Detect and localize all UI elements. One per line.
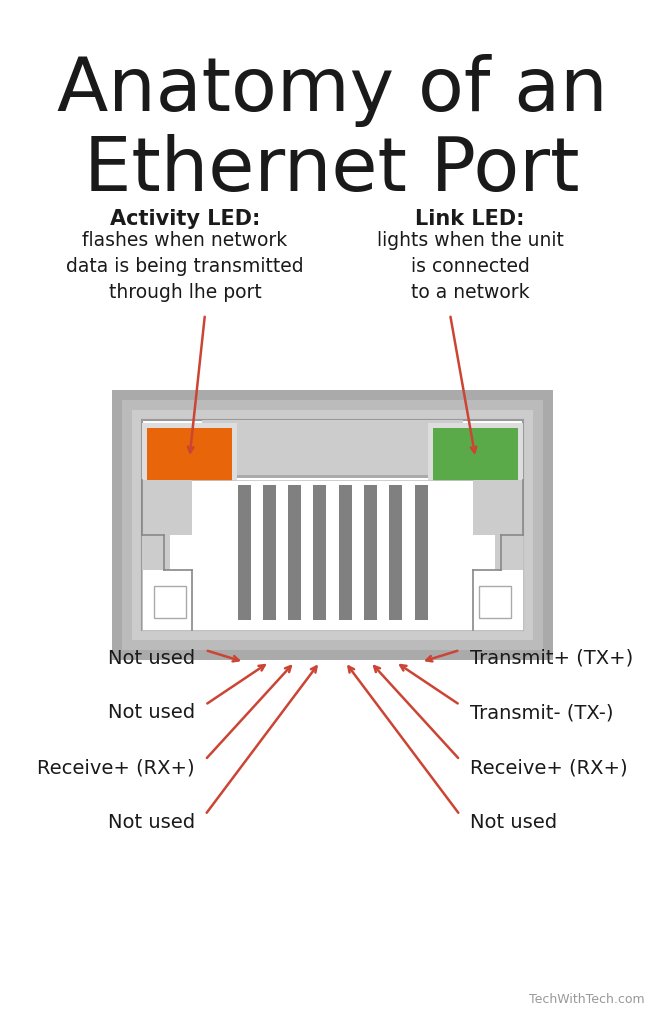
Text: Not used: Not used: [108, 703, 195, 723]
Bar: [389, 485, 402, 620]
Bar: [428, 423, 523, 493]
Bar: [263, 485, 276, 620]
Bar: [154, 586, 186, 618]
Bar: [364, 485, 377, 620]
Bar: [414, 485, 428, 620]
Bar: [142, 423, 237, 493]
Text: Not used: Not used: [108, 813, 195, 833]
Bar: [142, 480, 192, 535]
Bar: [132, 410, 533, 640]
Bar: [433, 428, 518, 488]
Bar: [122, 400, 543, 650]
Bar: [288, 485, 301, 620]
Bar: [479, 586, 511, 618]
Bar: [237, 485, 251, 620]
Text: Not used: Not used: [470, 813, 557, 833]
Text: TechWithTech.com: TechWithTech.com: [529, 993, 645, 1006]
Text: Transmit- (TX-): Transmit- (TX-): [470, 703, 614, 723]
Bar: [473, 480, 523, 535]
Bar: [202, 475, 463, 478]
Text: Not used: Not used: [108, 648, 195, 668]
Bar: [112, 390, 553, 660]
Text: Anatomy of an: Anatomy of an: [57, 54, 607, 127]
Text: Link LED:: Link LED:: [415, 209, 525, 229]
Text: Transmit+ (TX+): Transmit+ (TX+): [470, 648, 633, 668]
Bar: [313, 485, 327, 620]
Text: Receive+ (RX+): Receive+ (RX+): [37, 759, 195, 777]
Bar: [495, 535, 523, 570]
Bar: [202, 420, 463, 475]
Bar: [338, 485, 352, 620]
Text: lights when the unit
is connected
to a network: lights when the unit is connected to a n…: [376, 231, 563, 301]
Text: flashes when network
data is being transmitted
through lhe port: flashes when network data is being trans…: [66, 231, 304, 301]
Bar: [142, 480, 523, 630]
Bar: [142, 535, 170, 570]
Text: Receive+ (RX+): Receive+ (RX+): [470, 759, 628, 777]
Bar: [142, 420, 523, 630]
Text: Activity LED:: Activity LED:: [110, 209, 260, 229]
Text: Ethernet Port: Ethernet Port: [84, 134, 580, 207]
Bar: [147, 428, 232, 488]
